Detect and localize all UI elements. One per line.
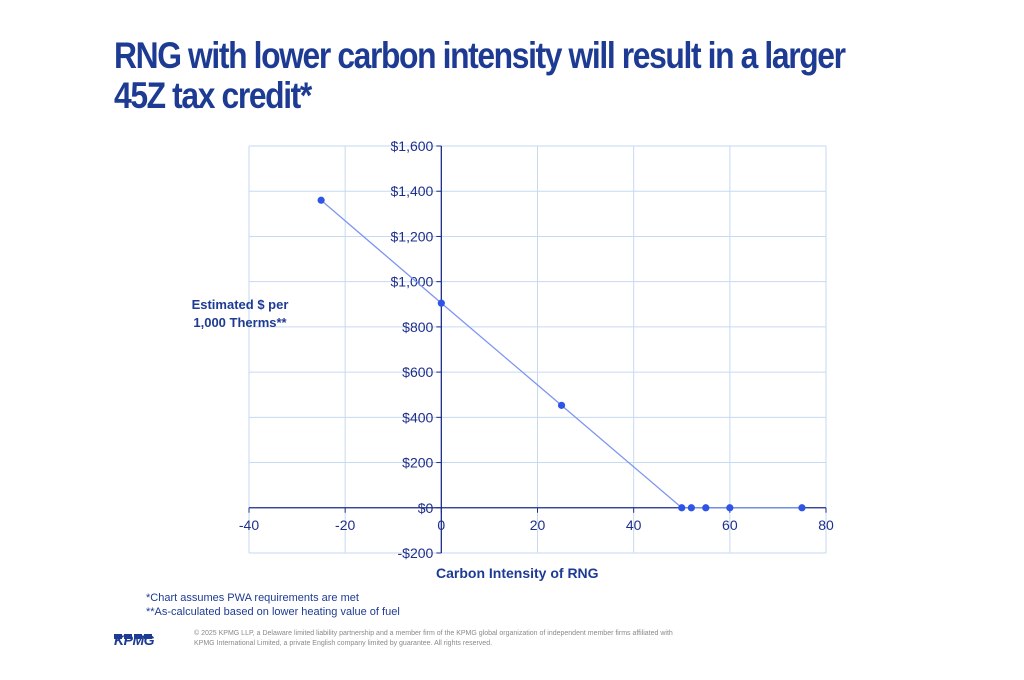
x-tick-label: 80: [818, 517, 834, 533]
data-point: [557, 401, 566, 409]
data-point: [702, 504, 710, 512]
footnotes: *Chart assumes PWA requirements are met …: [146, 591, 400, 619]
x-tick-label: 40: [626, 517, 642, 533]
footnote-pwa: *Chart assumes PWA requirements are met: [146, 592, 359, 604]
copyright-notice: © 2025 KPMG LLP, a Delaware limited liab…: [194, 630, 673, 647]
x-tick-label: -20: [335, 517, 355, 533]
kpmg-logo-bars: [114, 626, 154, 639]
footnote-heating-value: **As-calculated based on lower heating v…: [146, 606, 400, 618]
x-tick-label: -40: [239, 517, 259, 533]
y-tick-label: $1,200: [391, 228, 434, 244]
slide-title: RNG with lower carbon intensity will res…: [114, 35, 846, 116]
y-tick-label: $800: [402, 319, 433, 335]
x-tick-label: 0: [437, 517, 445, 533]
y-axis-title-line-1: Estimated $ per: [191, 297, 289, 312]
data-point: [317, 196, 325, 204]
data-point: [678, 504, 686, 512]
y-tick-label: $1,000: [391, 274, 434, 290]
y-axis-title: Estimated $ per 1,000 Therms**: [140, 296, 340, 332]
y-tick-label: $600: [402, 364, 433, 380]
data-point: [687, 504, 695, 512]
x-axis-title: Carbon Intensity of RNG: [436, 565, 599, 581]
y-tick-label: $1,400: [391, 183, 434, 199]
data-point: [726, 504, 734, 512]
y-axis-title-line-2: 1,000 Therms**: [193, 315, 287, 330]
y-tick-label: $200: [402, 455, 433, 471]
y-tick-label: -$200: [398, 545, 434, 561]
x-tick-label: 60: [722, 517, 738, 533]
x-tick-label: 20: [530, 517, 546, 533]
kpmg-logo: KPMG: [114, 632, 155, 648]
data-point: [798, 504, 806, 512]
y-tick-label: $1,600: [391, 138, 434, 154]
y-tick-label: $400: [402, 409, 433, 425]
y-tick-label: $0: [418, 500, 434, 516]
series-line: [320, 199, 802, 509]
data-point: [437, 299, 445, 307]
